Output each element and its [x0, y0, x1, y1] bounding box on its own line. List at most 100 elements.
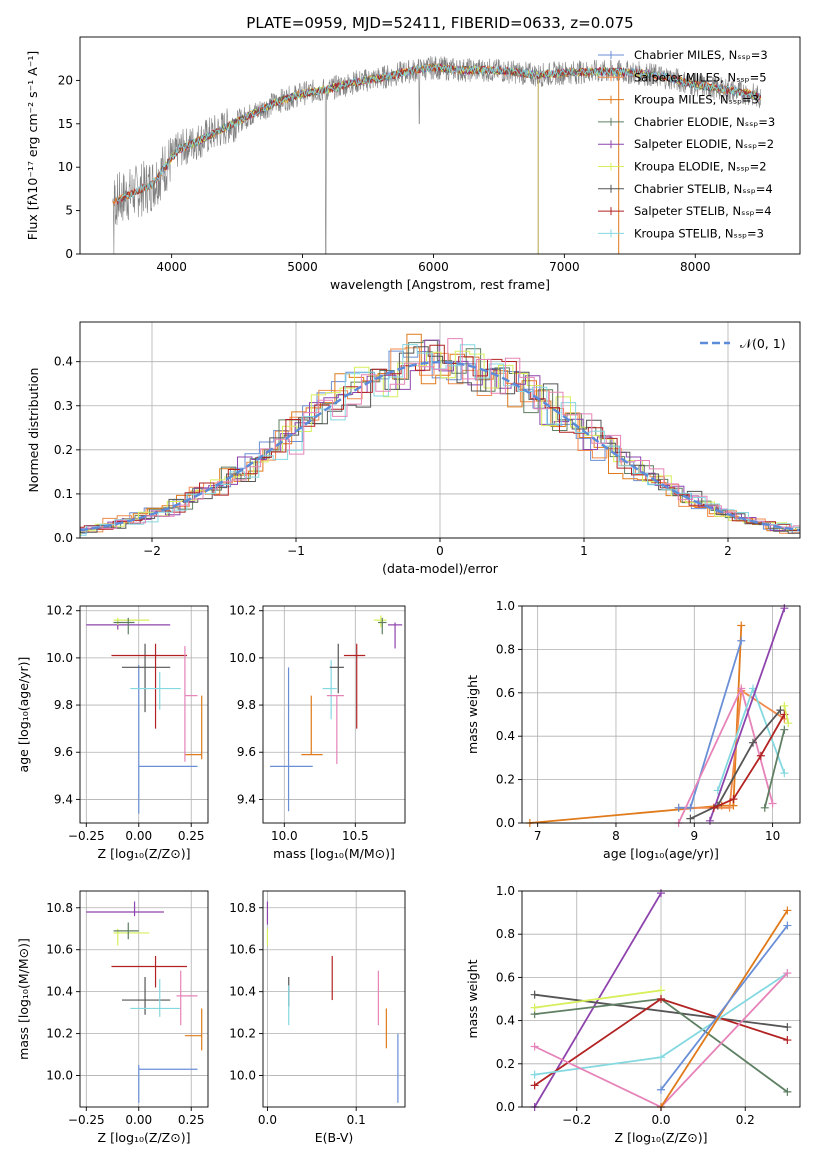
mass-weight-point	[784, 719, 793, 728]
residual-histogram-chabrier-stelib	[80, 346, 800, 534]
y-tick-label: 0.6	[496, 970, 515, 984]
mass-weight-line-chabrier-elodie	[763, 729, 786, 809]
y-tick-label: 0.3	[54, 399, 73, 413]
mass-weight-point	[760, 803, 769, 812]
axes-frame	[262, 890, 406, 1108]
x-axis-label: age [log₁₀(age/yr)]	[603, 846, 719, 861]
x-tick-label: 2	[724, 544, 732, 558]
gaussian-curve	[80, 360, 800, 532]
mass-weight-point	[737, 636, 746, 645]
errorbar-group	[270, 615, 403, 812]
y-tick-label: 10.6	[229, 943, 256, 957]
spectrum-group	[112, 55, 762, 254]
x-axis-label: (data-model)/error	[382, 561, 499, 576]
y-tick-label: 0.0	[496, 816, 515, 830]
y-tick-label: 1.0	[496, 884, 515, 898]
x-tick-label: 10	[765, 829, 780, 843]
y-tick-label: 10.2	[229, 1027, 256, 1041]
axes-frame	[521, 605, 801, 824]
x-tick-label: 9	[690, 829, 698, 843]
mass-weight-line-kroupa-miles	[529, 625, 743, 824]
y-tick-label: 0.2	[54, 443, 73, 457]
residual-histogram-salpeter-miles	[80, 347, 800, 534]
y-tick-label: 0.4	[496, 1014, 515, 1028]
y-tick-label: 10.8	[229, 901, 256, 915]
errorbar-group	[86, 617, 203, 814]
y-tick-label: 10.2	[46, 604, 73, 618]
y-tick-label: 10.2	[46, 1027, 73, 1041]
mass-weight-point	[749, 738, 758, 747]
axes-frame	[79, 605, 209, 824]
mass-weight-line-kroupa-elodie	[534, 989, 662, 1009]
legend-label: 𝒩(0, 1)	[740, 336, 786, 351]
x-tick-label: 0	[436, 544, 444, 558]
mass-weight-point	[530, 1042, 539, 1051]
x-tick-label: 0.00	[125, 829, 152, 843]
mass-weight-line-salpeter-elodie	[709, 607, 786, 822]
model-spectrum-kroupa-stelib	[116, 63, 762, 202]
y-tick-label: 0.8	[496, 927, 515, 941]
x-axis-label: Z [log₁₀(Z/Z⊙)]	[98, 846, 191, 861]
mass-weight-line-chabrier-stelib	[534, 993, 788, 1028]
axes-frame	[79, 890, 209, 1108]
y-axis-label: mass weight	[465, 675, 480, 754]
x-tick-label: 4000	[156, 260, 187, 274]
legend-label: Chabrier ELODIE, Nₛₛₚ=3	[634, 115, 775, 129]
mass-weight-point	[737, 684, 746, 693]
y-tick-label: 9.6	[54, 745, 73, 759]
y-tick-label: 0.2	[496, 773, 515, 787]
legend-label: Salpeter ELODIE, Nₛₛₚ=2	[634, 137, 774, 151]
y-tick-label: 0.4	[54, 355, 73, 369]
mass-weight-point	[737, 621, 746, 630]
mass-weight-line-chabrier-miles	[660, 925, 789, 1091]
y-tick-label: 1.0	[496, 599, 515, 613]
mass-weight-point	[657, 1053, 665, 1062]
chart-title: PLATE=0959, MJD=52411, FIBERID=0633, z=0…	[246, 14, 633, 32]
x-axis-label: wavelength [Angstrom, rest frame]	[330, 277, 550, 292]
x-tick-label: 10.5	[342, 829, 369, 843]
legend-label: Salpeter STELIB, Nₛₛₚ=4	[634, 204, 772, 218]
x-tick-label: 10.0	[271, 829, 298, 843]
y-tick-label: 10.6	[46, 943, 73, 957]
mass-weight-line-salpeter-stelib	[713, 714, 786, 809]
mass-weight-point	[709, 803, 718, 812]
mass-weight-point	[768, 799, 777, 808]
histogram-group	[80, 333, 800, 536]
y-tick-label: 0.2	[496, 1057, 515, 1071]
y-tick-label: 10.4	[46, 985, 73, 999]
y-tick-label: 0.4	[496, 729, 515, 743]
mass-weight-point	[530, 990, 539, 999]
y-tick-label: 10.4	[229, 985, 256, 999]
legend-label: Chabrier STELIB, Nₛₛₚ=4	[634, 182, 773, 196]
y-tick-label: 20	[58, 73, 73, 87]
x-tick-label: −0.25	[68, 829, 105, 843]
observed-spectrum	[112, 55, 761, 254]
y-tick-label: 9.4	[237, 792, 256, 806]
mass-weight-point	[783, 921, 792, 930]
x-axis-label: E(B-V)	[315, 1130, 354, 1145]
x-tick-label: 0.25	[178, 1113, 205, 1127]
y-tick-label: 10.2	[229, 604, 256, 618]
x-tick-label: 0.0	[258, 1113, 277, 1127]
legend-label: Salpeter MILES, Nₛₛₚ=5	[634, 70, 767, 84]
mass-weight-point	[686, 814, 695, 823]
mass-weight-point	[674, 803, 683, 812]
x-tick-label: 0.25	[178, 829, 205, 843]
x-tick-label: −1	[287, 544, 305, 558]
x-axis-label: Z [log₁₀(Z/Z⊙)]	[98, 1130, 191, 1145]
mass-weight-point	[756, 751, 765, 760]
x-tick-label: −0.2	[562, 1113, 591, 1127]
y-tick-label: 10.0	[229, 1069, 256, 1083]
mass-weight-group	[530, 889, 792, 1111]
x-tick-label: 7	[534, 829, 542, 843]
y-tick-label: 10.8	[46, 901, 73, 915]
y-axis-label: mass [log₁₀(M/M⊙)]	[16, 938, 31, 1060]
mass-weight-point	[783, 1036, 792, 1045]
legend-label: Kroupa ELODIE, Nₛₛₚ=2	[634, 160, 767, 174]
y-tick-label: 15	[58, 117, 73, 131]
mass-weight-line-salpeter-elodie	[533, 892, 662, 1108]
x-axis-label: mass [log₁₀(M/M⊙)]	[273, 846, 395, 861]
y-tick-label: 0	[65, 247, 73, 261]
residual-histogram-salpeter-stelib	[80, 344, 800, 531]
